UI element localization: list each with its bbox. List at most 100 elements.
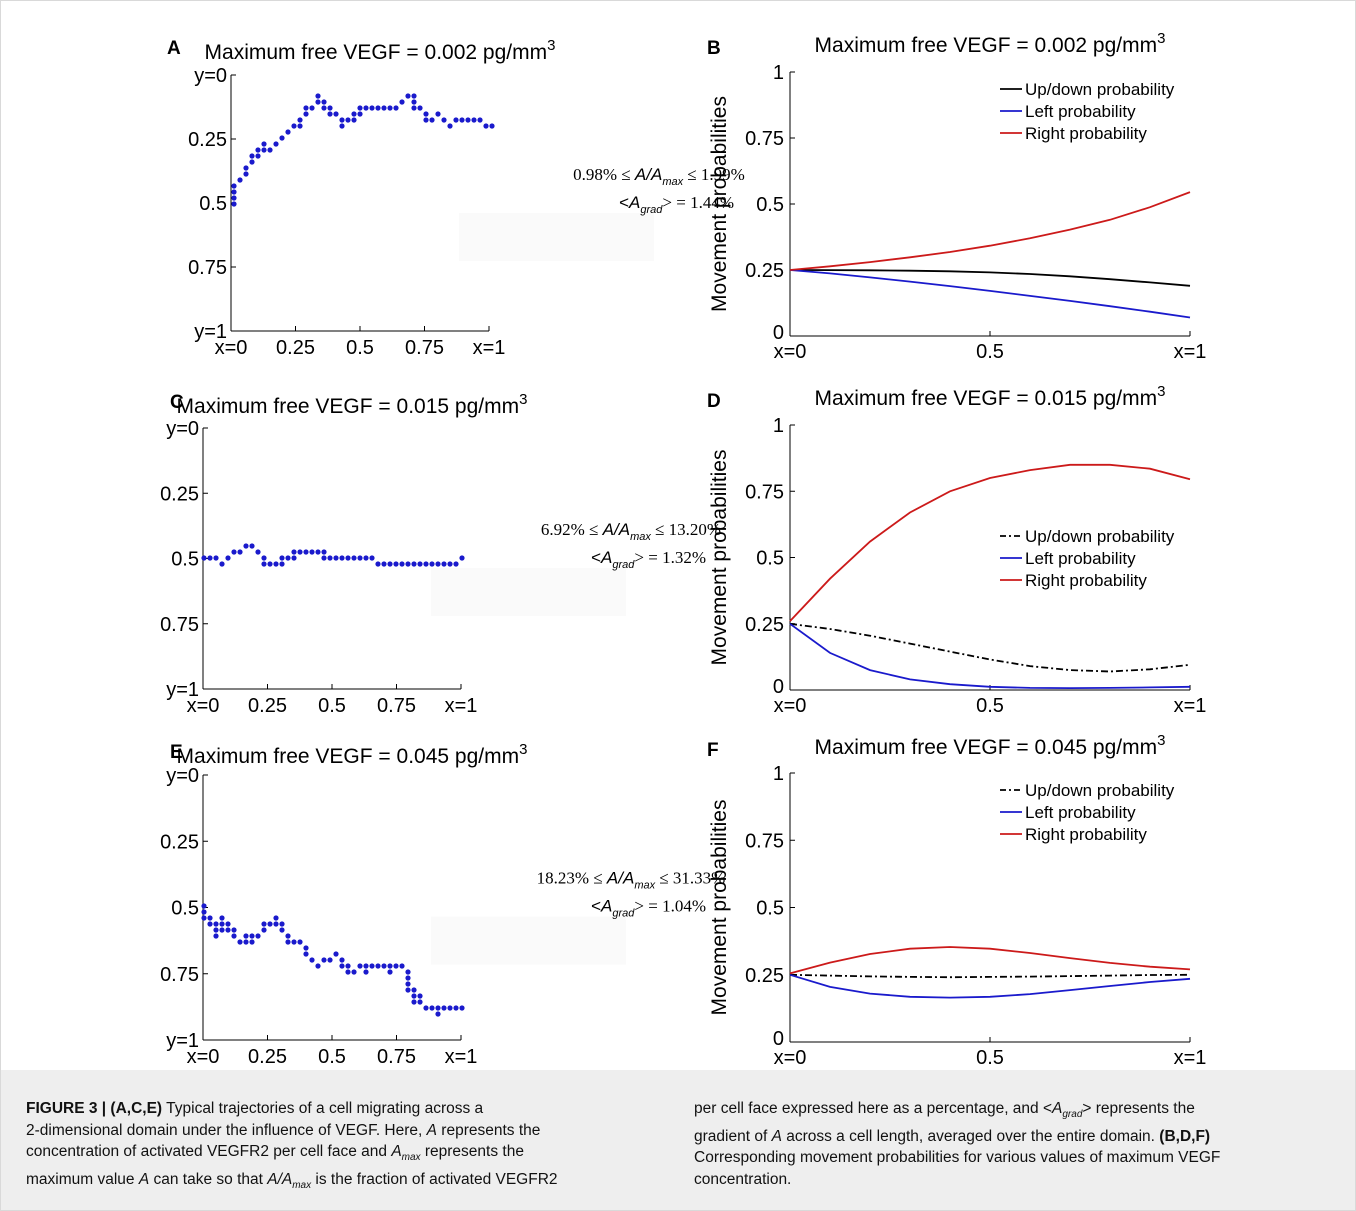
trajectory-point [357, 111, 363, 117]
y-tick-label: 0 [773, 322, 784, 344]
x-tick-label: 0.5 [976, 341, 1004, 363]
trajectory-point [435, 111, 441, 117]
y-tick-label: 0.5 [171, 549, 199, 571]
trajectory-point [255, 549, 261, 555]
trajectory-point [261, 921, 267, 927]
y-tick-label: y=0 [194, 65, 227, 87]
trajectory-point [213, 555, 219, 561]
panel-letter: C [170, 392, 184, 413]
caption-symbol: A [1052, 1100, 1063, 1117]
caption-text: represents the [436, 1121, 541, 1139]
trajectory-point [435, 561, 441, 567]
trajectory-point [387, 105, 393, 111]
trajectory-point [249, 939, 255, 945]
trajectory-point [249, 543, 255, 549]
trajectory-point [435, 1005, 441, 1011]
y-tick-label: 0.75 [160, 964, 199, 986]
trajectory-point [345, 963, 351, 969]
trajectory-point [441, 561, 447, 567]
x-tick-label: 0.5 [318, 695, 346, 717]
annotation-ratio: 0.98% ≤ A/Amax ≤ 1.99% [573, 165, 745, 188]
y-tick-label: y=1 [166, 1030, 199, 1052]
y-tick-label: y=1 [194, 321, 227, 343]
trajectory-point [231, 195, 237, 201]
x-tick-label: 0.5 [976, 1047, 1004, 1069]
trajectory-point [357, 105, 363, 111]
x-tick-label: x=1 [445, 1046, 478, 1068]
y-tick-label: 0.5 [171, 898, 199, 920]
trajectory-point [267, 921, 273, 927]
trajectory-point [417, 999, 423, 1005]
series-line [789, 973, 1191, 999]
trajectory-point [363, 555, 369, 561]
caption-text: across a cell length, averaged over the … [781, 1127, 1160, 1145]
trajectory-point [255, 153, 261, 159]
trajectory-point [255, 933, 261, 939]
x-tick-label: 0.5 [976, 695, 1004, 717]
y-axis-label: Movement probabilities [708, 800, 731, 1016]
trajectory-point [327, 555, 333, 561]
y-tick-label: 0.5 [756, 548, 784, 570]
trajectory-point [219, 561, 225, 567]
series-line [789, 623, 1191, 690]
y-tick-label: 0.75 [745, 830, 784, 852]
chart-title: Maximum free VEGF = 0.015 pg/mm3 [815, 383, 1166, 410]
trajectory-point [447, 123, 453, 129]
panel-letter: B [707, 38, 721, 59]
y-tick-label: 0.75 [745, 128, 784, 150]
annotation-ratio: 6.92% ≤ A/Amax ≤ 13.20% [541, 520, 721, 543]
trajectory-point [201, 915, 207, 921]
trajectory-point [237, 939, 243, 945]
trajectory-point [369, 963, 375, 969]
caption-text: > represents the [1082, 1100, 1195, 1117]
x-tick-label: 0.75 [377, 1046, 416, 1068]
trajectory-point [459, 555, 465, 561]
x-tick-label: 0.5 [346, 337, 374, 359]
trajectory-point [285, 939, 291, 945]
trajectory-point [399, 963, 405, 969]
trajectory-point [423, 117, 429, 123]
trajectory-point [291, 549, 297, 555]
trajectory-point [339, 117, 345, 123]
y-tick-label: 1 [773, 763, 784, 785]
trajectory-point [279, 921, 285, 927]
trajectory-point [207, 555, 213, 561]
trajectory-point [309, 105, 315, 111]
trajectory-point [219, 915, 225, 921]
x-tick-label: x=1 [445, 695, 478, 717]
trajectory-point [207, 921, 213, 927]
trajectory-point [261, 561, 267, 567]
trajectory-point [465, 117, 471, 123]
y-tick-label: y=1 [166, 679, 199, 701]
trajectory-point [291, 555, 297, 561]
trajectory-point [357, 963, 363, 969]
trajectory-point [243, 933, 249, 939]
trajectory-point [435, 1011, 441, 1017]
trajectory-point [441, 117, 447, 123]
caption-label: (B,D,F) [1159, 1127, 1211, 1145]
y-tick-label: 0.5 [199, 193, 227, 215]
trajectory-point [411, 99, 417, 105]
trajectory-point [393, 963, 399, 969]
caption-text: can take so that [149, 1170, 268, 1188]
trajectory-point [321, 957, 327, 963]
trajectory-point [405, 93, 411, 99]
trajectory-point [201, 903, 207, 909]
y-axis-label: Movement probabilities [708, 96, 731, 312]
trajectory-point [345, 555, 351, 561]
trajectory-point [423, 1005, 429, 1011]
x-tick-label: 0.75 [377, 695, 416, 717]
trajectory-point [363, 969, 369, 975]
caption-text: concentration of activated VEGFR2 per ce… [26, 1143, 392, 1160]
trajectory-point [327, 957, 333, 963]
panel-letter: D [707, 391, 721, 412]
caption-subscript: max [292, 1179, 312, 1191]
trajectory-point [297, 117, 303, 123]
trajectory-point [303, 549, 309, 555]
legend-label: Up/down probability [1025, 527, 1175, 546]
y-tick-label: 0.75 [745, 481, 784, 503]
y-tick-label: 0 [773, 1028, 784, 1050]
y-tick-label: 1 [773, 62, 784, 84]
legend-label: Up/down probability [1025, 80, 1175, 99]
trajectory-point [315, 99, 321, 105]
